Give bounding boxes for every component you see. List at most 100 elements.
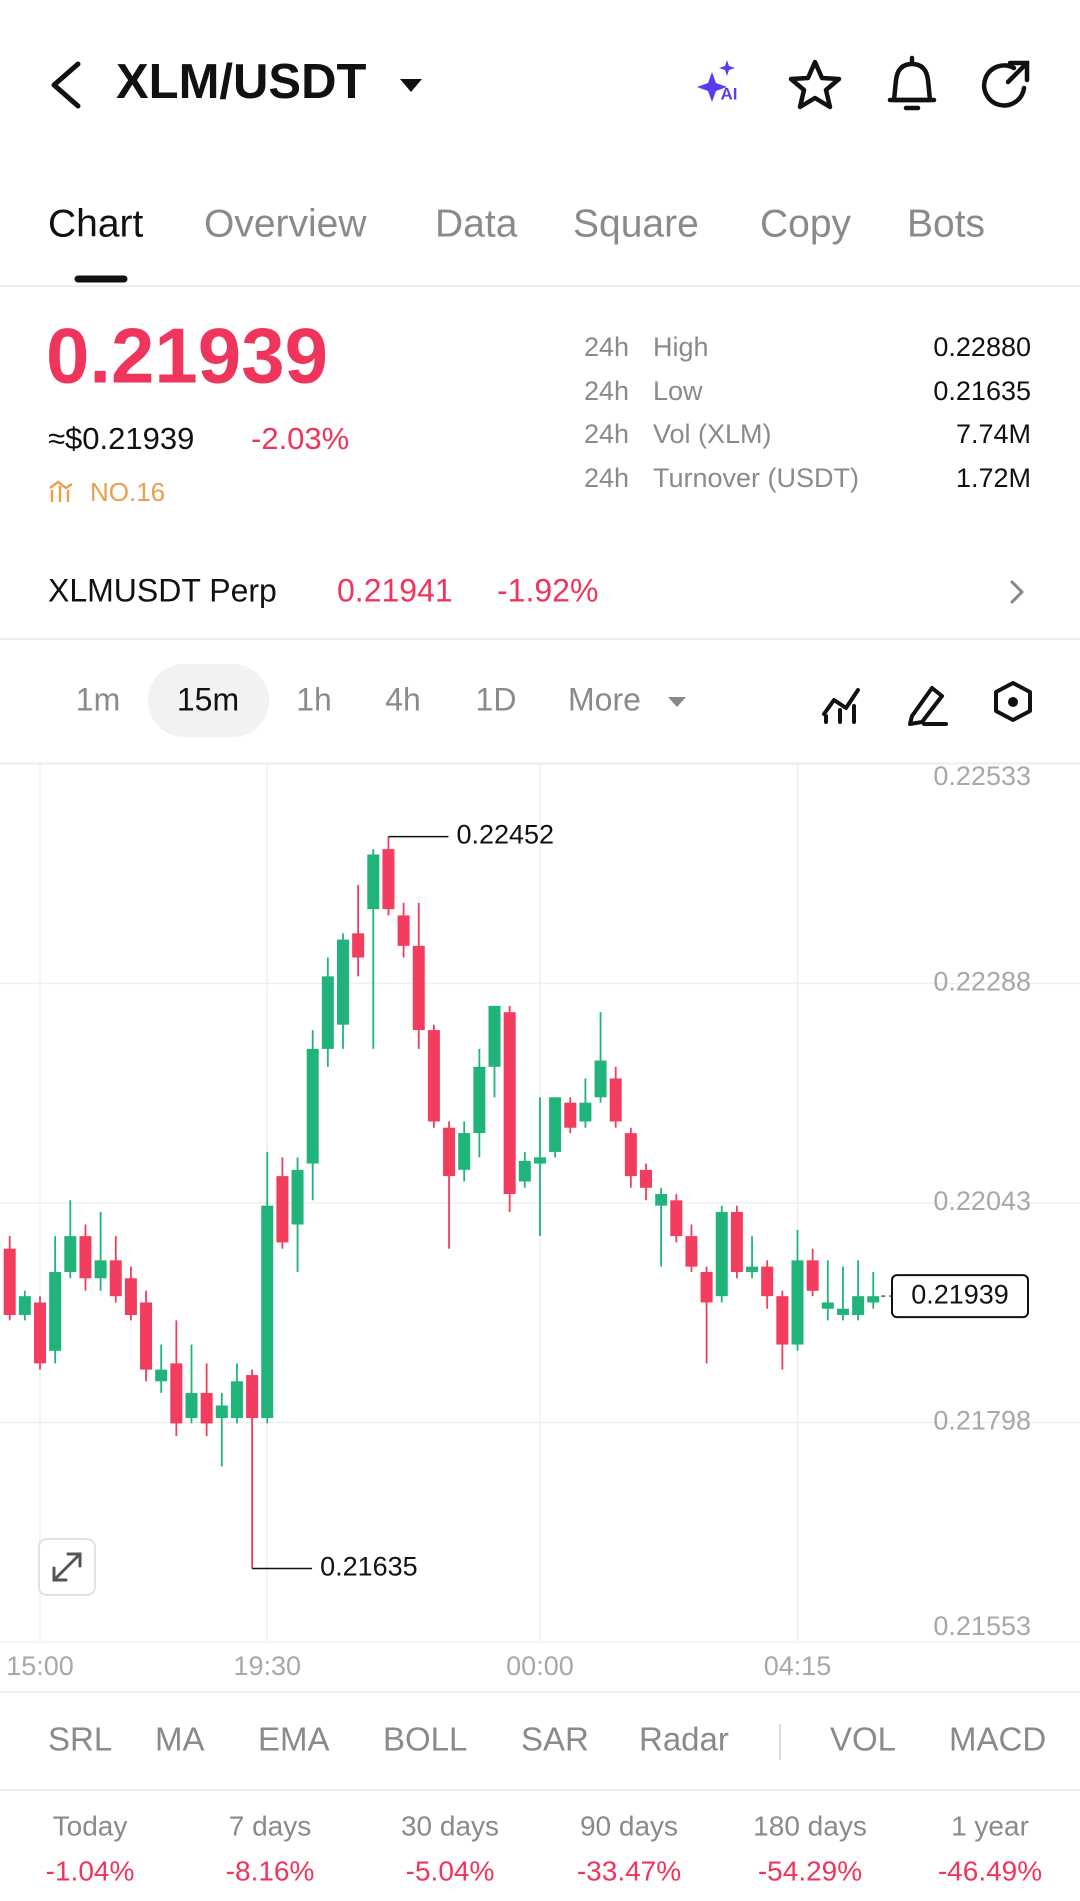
pair-dropdown[interactable] [400, 79, 422, 92]
x-tick-label: 04:15 [764, 1651, 832, 1681]
favorite-button[interactable] [788, 59, 842, 110]
indicator-button[interactable]: SAR [521, 1721, 589, 1758]
candle-body [564, 1102, 577, 1128]
candle-body [443, 1127, 456, 1177]
interval[interactable]: 15m [177, 681, 239, 717]
performance-period: 90 days [580, 1810, 678, 1841]
perp-chevron[interactable] [1010, 580, 1024, 604]
perp-price: 0.21941 [337, 572, 453, 608]
rank-icon [49, 480, 73, 502]
stat-period: 24h [584, 463, 629, 493]
candle-body [155, 1369, 168, 1382]
stat-value: 7.74M [956, 419, 1031, 449]
last-price: 0.21939 [46, 312, 328, 400]
stat-label: High [653, 332, 709, 362]
candle-body [64, 1236, 77, 1272]
candle-body [579, 1102, 592, 1122]
last-price-box [891, 1274, 1029, 1319]
candle-body [503, 1012, 516, 1195]
candle-body [170, 1363, 183, 1424]
settings-button[interactable] [994, 681, 1032, 722]
pair-title[interactable]: XLM/USDT [116, 55, 367, 109]
performance-change: -33.47% [577, 1855, 681, 1886]
tab[interactable]: Copy [760, 202, 852, 245]
indicator-button[interactable]: EMA [258, 1721, 330, 1758]
alert-button[interactable] [887, 55, 937, 111]
performance-period: Today [53, 1810, 128, 1841]
low-annotation: 0.21635 [320, 1552, 418, 1582]
candle-body [594, 1060, 607, 1098]
perp-change: -1.92% [497, 572, 598, 608]
candle-body [246, 1375, 259, 1419]
y-tick-label: 0.22533 [933, 761, 1031, 791]
candle-body [185, 1392, 198, 1419]
candle-body [685, 1236, 698, 1267]
candle-body [624, 1133, 637, 1177]
candle-body [761, 1266, 774, 1297]
candle-body [79, 1236, 92, 1279]
interval[interactable]: More [568, 681, 641, 717]
stat-value: 0.21635 [933, 376, 1031, 406]
perp-name[interactable]: XLMUSDT Perp [48, 572, 277, 608]
candle-body [276, 1176, 289, 1243]
candle-body [518, 1160, 531, 1182]
interval[interactable]: 4h [385, 681, 421, 717]
indicator-button[interactable]: SRL [48, 1721, 112, 1758]
ai-label[interactable]: AI [721, 84, 738, 103]
stat-value: 1.72M [956, 463, 1031, 493]
candle-body [746, 1266, 759, 1272]
divider [0, 1691, 1080, 1693]
y-tick-label: 0.22043 [933, 1186, 1031, 1216]
indicator-button[interactable]: BOLL [383, 1721, 467, 1758]
candle-body [94, 1260, 107, 1279]
tab[interactable]: Square [573, 202, 699, 245]
divider [0, 638, 1080, 640]
performance-period: 1 year [951, 1810, 1029, 1841]
interval[interactable]: 1D [476, 681, 517, 717]
interval[interactable]: 1h [296, 681, 332, 717]
performance-period: 180 days [753, 1810, 867, 1841]
indicator-button[interactable]: MA [155, 1721, 205, 1758]
candle-body [140, 1302, 153, 1370]
candle-body [352, 933, 365, 958]
indicator-settings-button[interactable] [822, 688, 860, 724]
candle-body [640, 1169, 652, 1188]
interval[interactable]: 1m [76, 681, 120, 717]
divider [0, 762, 1080, 764]
candle-body [776, 1296, 789, 1345]
usd-price: ≈$0.21939 [48, 421, 194, 456]
draw-button[interactable] [908, 686, 948, 726]
indicator-button[interactable]: MACD [949, 1721, 1046, 1758]
candle-body [124, 1278, 137, 1315]
y-tick-label: 0.21798 [933, 1406, 1031, 1436]
refresh-button[interactable] [981, 60, 1030, 108]
candle-body [427, 1030, 440, 1122]
performance-change: -46.49% [938, 1855, 1042, 1886]
candle-body [18, 1296, 31, 1315]
back-button[interactable] [51, 61, 81, 109]
candle-body [488, 1005, 501, 1067]
stat-label: Turnover (USDT) [653, 463, 859, 493]
indicator-button[interactable]: Radar [639, 1721, 729, 1758]
tab[interactable]: Data [435, 202, 518, 245]
last-price-tag: 0.21939 [911, 1279, 1009, 1309]
ai-button[interactable] [697, 60, 735, 102]
candle-body [337, 939, 349, 1025]
tab[interactable]: Chart [48, 202, 144, 245]
indicator-button[interactable]: VOL [830, 1721, 896, 1758]
candle-body [367, 854, 380, 910]
candle-body [655, 1194, 668, 1206]
expand-button[interactable] [38, 1538, 96, 1596]
tab[interactable]: Overview [204, 202, 367, 245]
tab[interactable]: Bots [907, 202, 985, 245]
candle-body [670, 1200, 683, 1237]
x-tick-label: 15:00 [6, 1651, 74, 1681]
candle-body [867, 1296, 880, 1303]
performance-change: -8.16% [226, 1855, 315, 1886]
active-interval-pill [148, 664, 269, 737]
candle-body [230, 1381, 243, 1419]
more-dropdown[interactable] [668, 697, 686, 707]
candle-body [533, 1157, 546, 1164]
